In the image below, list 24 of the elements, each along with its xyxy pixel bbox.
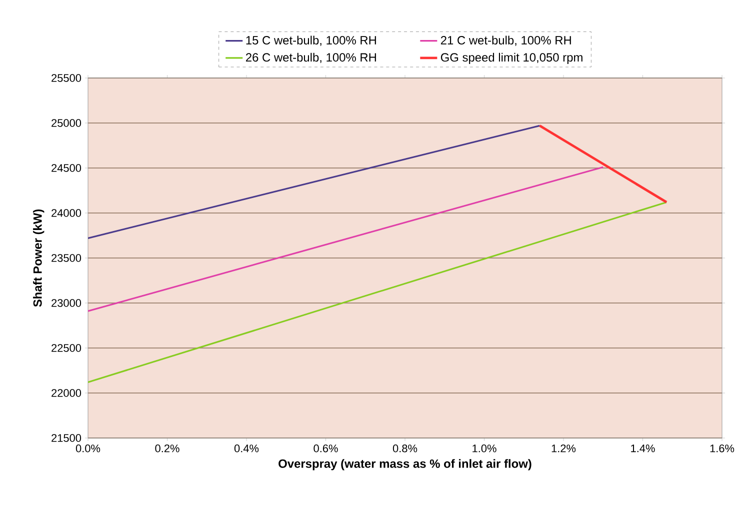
x-tick-label: 1.0% xyxy=(472,444,496,452)
x-tick-label: 1.6% xyxy=(710,444,734,452)
y-tick-label: 22000 xyxy=(52,389,82,397)
legend-label: 21 C wet-bulb, 100% RH xyxy=(440,36,571,46)
y-axis-title: Shaft Power (kW) xyxy=(33,209,44,307)
y-tick-label: 23500 xyxy=(52,254,82,262)
x-tick-label: 1.4% xyxy=(631,444,655,452)
x-tick-label: 0.8% xyxy=(392,444,418,452)
x-tick-label: 0.2% xyxy=(155,444,180,452)
y-tick-label: 24500 xyxy=(52,164,82,172)
legend-label: GG speed limit 10,050 rpm xyxy=(440,52,582,64)
y-tick-label: 24000 xyxy=(52,209,82,217)
x-axis-title: Overspray (water mass as % of inlet air flow) xyxy=(278,459,532,470)
y-tick-label: 22500 xyxy=(52,344,82,352)
y-tick-label: 23000 xyxy=(52,299,82,307)
y-tick-label: 25000 xyxy=(52,119,82,127)
x-tick-label: 0.0% xyxy=(76,444,100,452)
legend-label: 26 C wet-bulb, 100% RH xyxy=(246,52,376,64)
x-tick-label: 0.4% xyxy=(234,444,259,452)
y-tick-label: 25500 xyxy=(52,74,82,82)
x-tick-label: 1.2% xyxy=(552,444,576,452)
legend-label: 15 C wet-bulb, 100% RH xyxy=(246,36,376,46)
x-tick-label: 0.6% xyxy=(314,444,338,452)
y-tick-label: 21500 xyxy=(52,434,82,442)
